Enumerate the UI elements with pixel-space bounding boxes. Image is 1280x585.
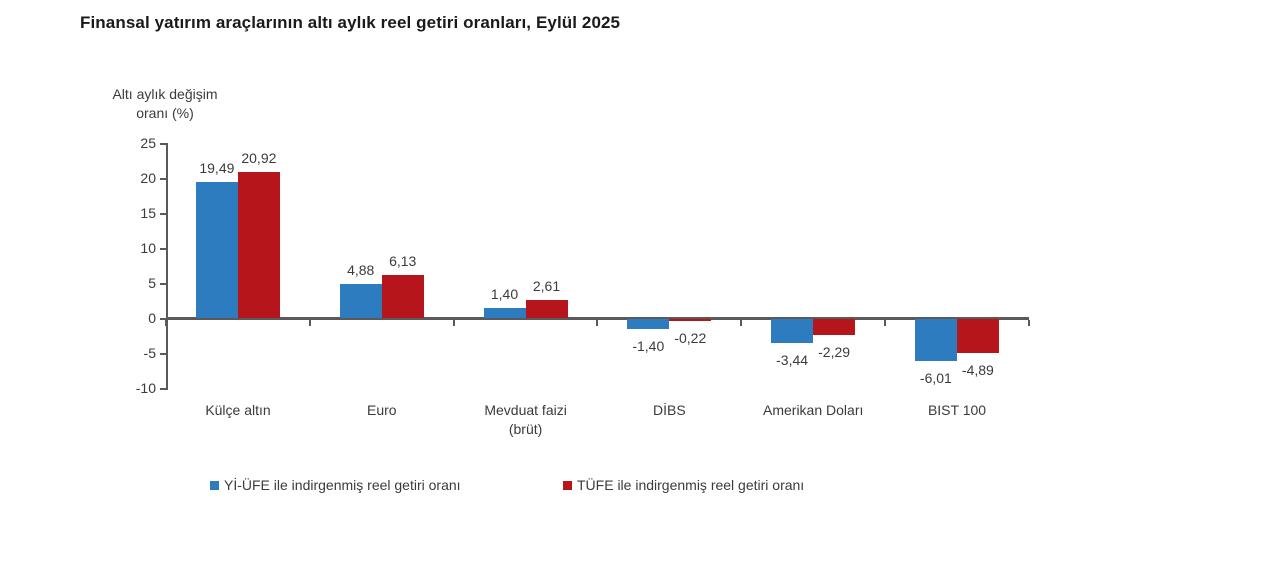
y-axis-tick xyxy=(160,318,166,320)
y-axis-tick xyxy=(160,143,166,145)
y-axis-label: Altı aylık değişim oranı (%) xyxy=(65,85,265,123)
x-axis-category-label-line: (brüt) xyxy=(508,421,543,437)
bar-blue xyxy=(339,283,382,318)
bar-red xyxy=(381,275,424,318)
bar-red xyxy=(813,319,856,336)
y-axis-tick xyxy=(160,353,166,355)
x-axis-category-label: Mevduat faizi (brüt) xyxy=(454,401,598,439)
x-axis-category-label: DİBS xyxy=(597,401,741,420)
bar-value-label: -2,29 xyxy=(818,344,851,361)
y-axis-tick-label: 15 xyxy=(140,205,156,221)
x-axis-category-label: BIST 100 xyxy=(885,401,1029,420)
bar-value-label: -3,44 xyxy=(776,352,809,369)
x-axis-category-label-line: Euro xyxy=(367,402,397,418)
x-axis-tick xyxy=(165,320,167,326)
x-axis-category-label-line: DİBS xyxy=(653,402,686,418)
chart-title: Finansal yatırım araçlarının altı aylık … xyxy=(80,13,621,32)
bar-value-label: 20,92 xyxy=(241,149,277,166)
bar-blue xyxy=(914,319,957,362)
y-axis-line xyxy=(166,143,168,390)
bar-value-label: -1,40 xyxy=(632,337,665,354)
x-axis-category-label: Külçe altın xyxy=(166,401,310,420)
x-axis-category-label-line: Amerikan Doları xyxy=(763,402,864,418)
bar-value-label: 19,49 xyxy=(199,159,235,176)
x-axis-category-label-line: Mevduat faizi xyxy=(484,402,567,418)
bar-blue xyxy=(771,319,814,344)
y-axis-label-line-1: Altı aylık değişim xyxy=(112,86,218,102)
bar-red xyxy=(669,319,712,321)
bar-red xyxy=(237,171,280,318)
y-axis-label-line-2: oranı (%) xyxy=(136,105,194,121)
x-axis-category-label: Amerikan Doları xyxy=(741,401,885,420)
bar-blue xyxy=(627,319,670,329)
y-axis-tick xyxy=(160,248,166,250)
bar-value-label: 4,88 xyxy=(347,261,375,278)
legend-label-yi-ufe: Yİ-ÜFE ile indirgenmiş reel getiri oranı xyxy=(224,477,461,493)
y-axis-tick xyxy=(160,283,166,285)
y-axis-tick xyxy=(160,178,166,180)
x-axis-tick xyxy=(740,320,743,326)
x-axis-tick xyxy=(1027,320,1030,326)
bar-value-label: 2,61 xyxy=(532,277,561,294)
y-axis-tick-label: -5 xyxy=(143,345,156,361)
y-axis-tick-label: 10 xyxy=(140,240,156,256)
bar-value-label: -6,01 xyxy=(919,370,952,387)
y-axis-tick-label: 25 xyxy=(140,135,156,151)
bar-red xyxy=(525,299,568,318)
x-axis-tick xyxy=(308,320,311,326)
x-axis-category-label-line: Külçe altın xyxy=(205,402,271,418)
legend-swatch-blue xyxy=(210,480,219,490)
y-axis-tick-label: 0 xyxy=(148,310,156,326)
bar-value-label: 6,13 xyxy=(389,253,417,270)
legend-swatch-red xyxy=(563,480,572,490)
x-axis-category-label-line: BIST 100 xyxy=(927,402,987,418)
x-axis-line xyxy=(166,317,1029,320)
y-axis-tick-label: 20 xyxy=(140,170,156,186)
bar-red xyxy=(956,319,999,354)
y-axis-tick-label: 5 xyxy=(148,275,156,291)
legend-item-tufe: TÜFE ile indirgenmiş reel getiri oranı xyxy=(563,477,804,493)
x-axis-tick xyxy=(452,320,455,326)
legend-label-tufe: TÜFE ile indirgenmiş reel getiri oranı xyxy=(577,477,805,493)
bar-value-label: 1,40 xyxy=(490,286,519,303)
x-axis-tick xyxy=(596,320,599,326)
legend-item-yi-ufe: Yİ-ÜFE ile indirgenmiş reel getiri oranı xyxy=(210,477,461,493)
bar-blue xyxy=(483,308,526,318)
y-axis-tick xyxy=(160,213,166,215)
bar-value-label: -4,89 xyxy=(961,362,994,379)
x-axis-tick xyxy=(884,320,886,326)
bar-blue xyxy=(195,181,238,318)
y-axis-tick xyxy=(160,388,166,390)
bar-value-label: -0,22 xyxy=(674,329,707,346)
x-axis-category-label: Euro xyxy=(310,401,454,420)
y-axis-tick-label: -10 xyxy=(135,380,156,396)
